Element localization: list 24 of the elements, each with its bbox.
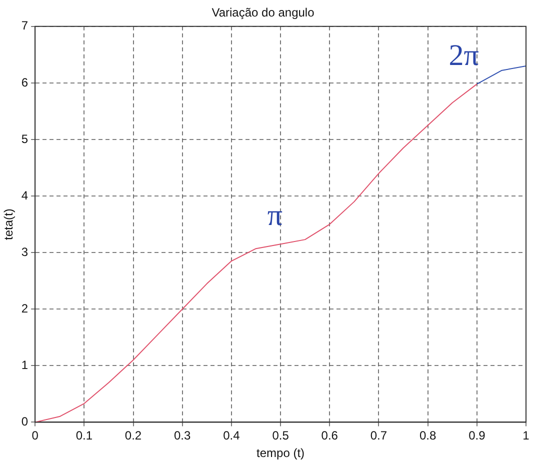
y-tick-label: 1: [21, 358, 28, 372]
y-tick-label: 7: [21, 18, 28, 33]
y-tick-label: 4: [21, 188, 28, 202]
y-tick-label: 0: [21, 414, 28, 429]
y-tick-label: 3: [21, 244, 28, 259]
x-tick-label: 0.8: [419, 428, 436, 443]
y-tick-label: 6: [21, 75, 28, 90]
x-tick-label: 0.9: [468, 428, 486, 443]
x-tick-label: 1: [522, 428, 530, 443]
x-tick-label: 0.7: [370, 428, 388, 443]
chart-title: Variação do angulo: [212, 6, 315, 20]
x-tick-label: 0.1: [76, 428, 93, 443]
annotation: π: [267, 198, 283, 232]
y-tick-label: 2: [21, 301, 28, 316]
x-tick-label: 0.5: [272, 428, 290, 443]
y-tick-label: 5: [21, 132, 28, 146]
x-tick-label: 0.2: [124, 428, 142, 443]
x-tick-label: 0.3: [174, 428, 192, 443]
annotation: 2π: [448, 38, 479, 72]
y-axis-title: teta(t): [2, 208, 16, 240]
x-tick-label: 0: [32, 428, 39, 443]
x-tick-label: 0.6: [321, 428, 338, 443]
x-axis-title: tempo (t): [256, 446, 305, 460]
x-tick-label: 0.4: [223, 428, 240, 443]
